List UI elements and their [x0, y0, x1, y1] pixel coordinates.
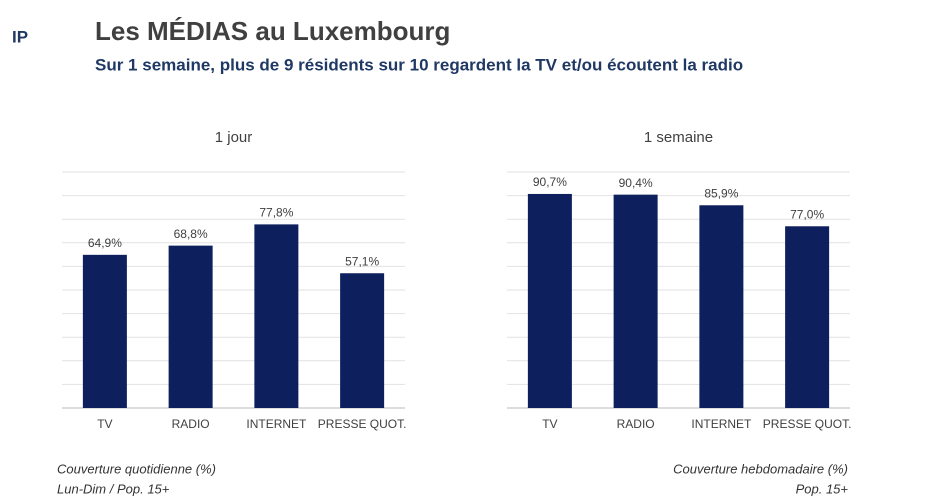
value-label: 90,4% — [619, 176, 653, 190]
logo: IP — [12, 27, 28, 46]
bar — [254, 224, 299, 408]
x-tick-label: TV — [542, 417, 557, 431]
x-tick-label: RADIO — [617, 417, 655, 431]
value-label: 77,8% — [259, 206, 293, 220]
note: Pop. 15+ — [796, 481, 849, 496]
value-label: 85,9% — [704, 186, 738, 200]
value-label: 68,8% — [174, 227, 208, 241]
value-label: 77,0% — [790, 207, 824, 221]
x-tick-label: PRESSE QUOT. — [318, 417, 407, 431]
bar — [340, 273, 385, 408]
x-tick-label: TV — [97, 417, 112, 431]
subtitle: Sur 1 semaine, plus de 9 résidents sur 1… — [95, 55, 743, 74]
bar — [785, 226, 830, 408]
bar — [699, 205, 744, 408]
bar — [527, 193, 572, 408]
note: Lun-Dim / Pop. 15+ — [57, 481, 170, 496]
chart-title: 1 semaine — [644, 129, 713, 146]
x-tick-label: PRESSE QUOT. — [763, 417, 852, 431]
bar — [82, 254, 127, 408]
bar — [613, 194, 658, 408]
title: Les MÉDIAS au Luxembourg — [95, 16, 450, 46]
value-label: 64,9% — [88, 236, 122, 250]
x-tick-label: INTERNET — [691, 417, 752, 431]
note: Couverture hebdomadaire (%) — [673, 461, 848, 476]
x-tick-label: RADIO — [172, 417, 210, 431]
note: Couverture quotidienne (%) — [57, 461, 216, 476]
value-label: 90,7% — [533, 175, 567, 189]
x-tick-label: INTERNET — [246, 417, 307, 431]
bar — [168, 245, 213, 408]
chart-title: 1 jour — [215, 129, 253, 146]
value-label: 57,1% — [345, 254, 379, 268]
